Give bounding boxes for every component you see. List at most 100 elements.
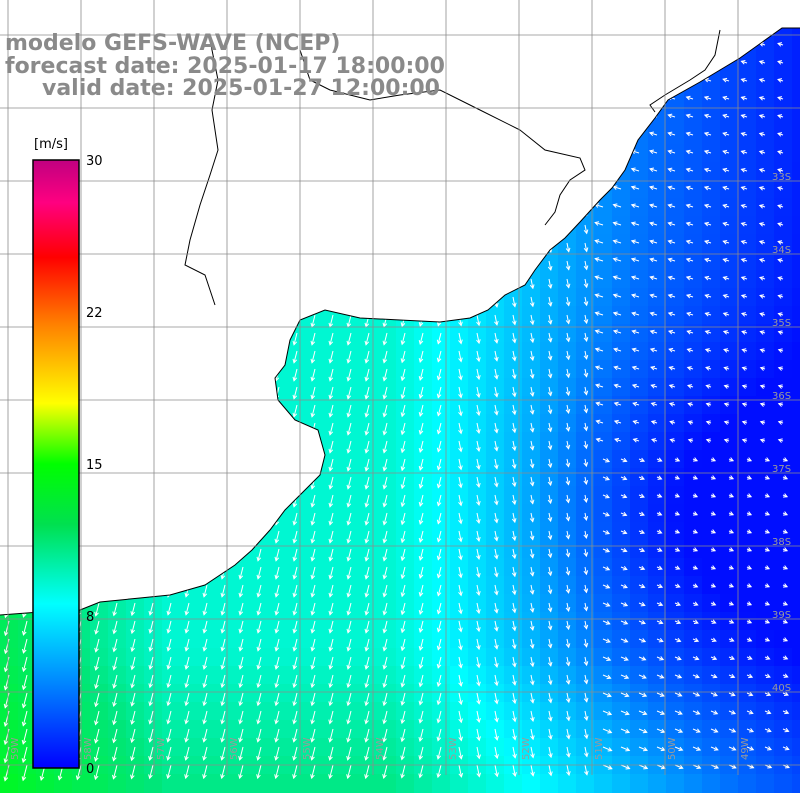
wind-arrow-head <box>400 556 406 562</box>
wind-arrow-head <box>747 493 753 498</box>
wind-arrow <box>584 314 588 324</box>
field-cell <box>90 738 109 757</box>
wind-arrow-head <box>328 520 334 526</box>
wind-arrow-head <box>667 167 673 173</box>
wind-arrow-head <box>458 321 463 327</box>
wind-arrow-head <box>783 511 789 516</box>
field-cell <box>306 486 325 505</box>
wind-arrow-head <box>583 390 589 396</box>
wind-arrow <box>329 584 334 597</box>
wind-arrow-head <box>511 482 517 488</box>
wind-arrow-head <box>346 430 352 436</box>
field-cell <box>612 342 631 361</box>
field-cell <box>738 432 757 451</box>
wind-arrow-head <box>256 592 262 598</box>
field-cell <box>252 666 271 685</box>
field-cell <box>702 306 721 325</box>
wind-arrow <box>311 602 316 615</box>
wind-arrow-head <box>328 358 334 364</box>
field-cell <box>378 756 397 775</box>
field-cell <box>270 522 289 541</box>
field-cell <box>630 396 649 415</box>
field-cell <box>684 396 703 415</box>
wind-arrow-head <box>740 204 746 209</box>
field-cell <box>342 522 361 541</box>
wind-arrow <box>548 602 552 612</box>
field-cell <box>324 720 343 739</box>
field-cell <box>288 666 307 685</box>
field-cell <box>342 774 361 793</box>
wind-arrow <box>602 530 610 535</box>
wind-arrow <box>419 566 424 579</box>
field-cell <box>792 504 800 523</box>
field-cell <box>414 522 433 541</box>
wind-arrow <box>548 458 552 468</box>
wind-arrow <box>584 386 588 395</box>
wind-arrow-head <box>623 602 629 607</box>
field-cell <box>342 558 361 577</box>
wind-arrow-head <box>741 420 747 425</box>
wind-arrow <box>584 530 587 539</box>
wind-arrow-head <box>458 357 463 363</box>
field-cell <box>288 396 307 415</box>
wind-arrow <box>365 422 370 435</box>
wind-arrow-head <box>400 574 406 580</box>
wind-arrow-head <box>594 347 600 352</box>
field-cell <box>630 774 649 793</box>
wind-arrow <box>584 458 587 467</box>
wind-arrow-head <box>583 337 589 343</box>
wind-arrow-head <box>310 538 316 544</box>
wind-arrow <box>329 332 334 345</box>
field-cell <box>396 432 415 451</box>
wind-arrow <box>476 440 480 452</box>
field-cell <box>450 774 469 793</box>
wind-arrow <box>704 132 712 136</box>
field-cell <box>0 774 19 793</box>
wind-arrow <box>437 566 442 578</box>
wind-arrow-head <box>382 538 388 544</box>
wind-arrow-head <box>657 511 663 516</box>
wind-arrow-head <box>765 493 771 498</box>
field-cell <box>396 738 415 757</box>
wind-arrow-head <box>711 475 717 480</box>
field-cell <box>414 558 433 577</box>
wind-arrow <box>419 512 424 525</box>
wind-arrow-head <box>565 319 571 325</box>
wind-arrow-head <box>328 412 334 418</box>
wind-arrow-head <box>436 573 442 579</box>
field-cell <box>342 684 361 703</box>
wind-arrow-head <box>238 610 244 616</box>
wind-arrow-head <box>511 338 517 344</box>
wind-arrow-head <box>328 502 334 508</box>
wind-arrow-head <box>758 258 764 263</box>
wind-arrow-head <box>382 592 388 598</box>
field-cell <box>378 486 397 505</box>
wind-arrow-head <box>640 565 646 571</box>
wind-arrow-head <box>722 185 728 191</box>
wind-arrow-head <box>622 475 628 481</box>
wind-arrow-head <box>565 588 571 594</box>
wind-arrow <box>293 332 298 345</box>
wind-arrow <box>566 296 570 306</box>
wind-arrow <box>620 602 628 607</box>
field-cell <box>216 630 235 649</box>
wind-arrow <box>566 476 570 485</box>
field-cell <box>378 630 397 649</box>
field-cell <box>756 54 775 73</box>
field-cell <box>648 270 667 289</box>
field-cell <box>144 630 163 649</box>
wind-arrow <box>584 422 587 431</box>
wind-arrow-head <box>612 275 618 280</box>
wind-arrow-head <box>759 312 765 317</box>
wind-arrow-head <box>529 356 535 362</box>
wind-arrow-head <box>703 113 709 119</box>
wind-arrow <box>668 258 676 262</box>
wind-arrow-head <box>758 204 764 209</box>
field-cell <box>684 180 703 199</box>
wind-arrow-head <box>622 584 628 589</box>
wind-arrow-head <box>436 465 442 471</box>
wind-arrow-head <box>711 493 717 498</box>
wind-arrow <box>311 332 316 345</box>
wind-arrow-head <box>364 556 370 562</box>
wind-arrow <box>347 368 352 381</box>
